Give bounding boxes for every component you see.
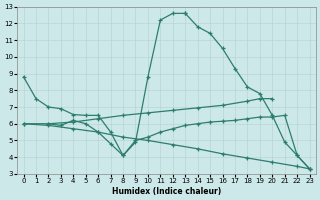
X-axis label: Humidex (Indice chaleur): Humidex (Indice chaleur)	[112, 187, 221, 196]
